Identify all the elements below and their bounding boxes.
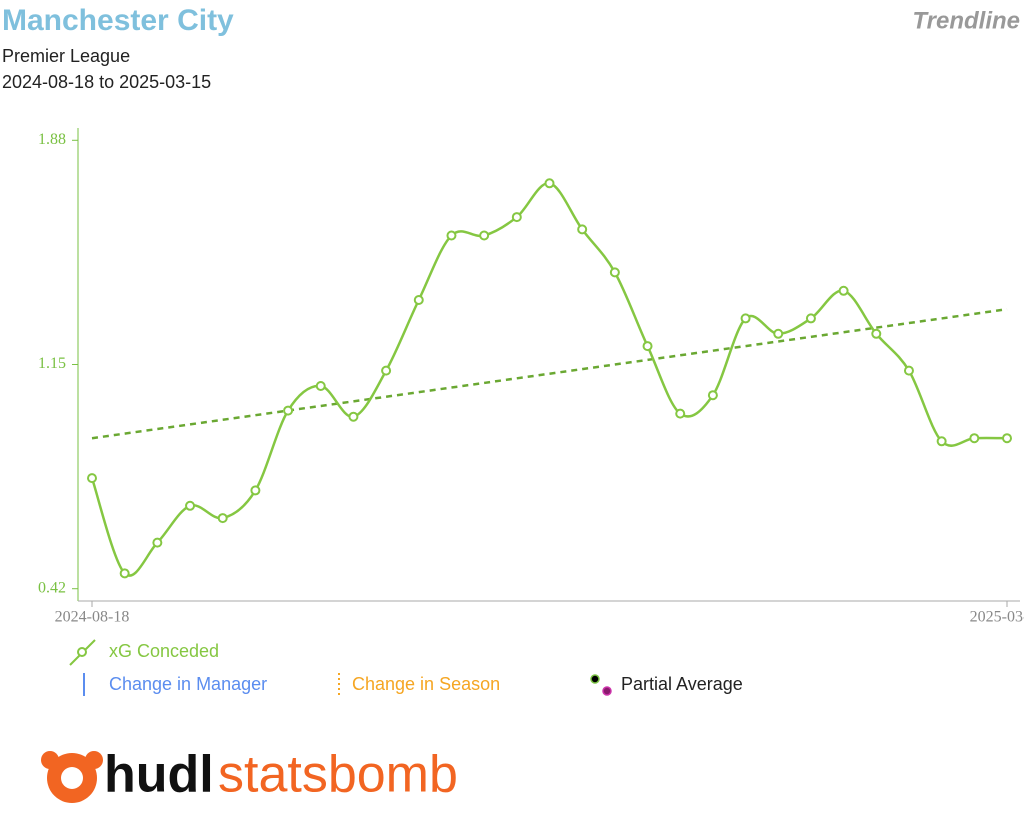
subtitle: Premier League [2, 46, 130, 66]
logo-icon [85, 751, 103, 769]
x-tick-label: 2025-03-15 [970, 609, 1024, 626]
point [805, 313, 816, 324]
point [315, 381, 326, 391]
logo: hudl statsbomb [41, 746, 458, 804]
point [740, 313, 751, 324]
logo-text: hudl [104, 746, 214, 804]
chart-kind: Trendline [912, 7, 1020, 34]
point [250, 485, 261, 496]
legend-label: Change in Season [352, 674, 500, 694]
series-line [90, 182, 1008, 577]
legend-marker [77, 647, 87, 657]
point [609, 267, 620, 278]
trendline [91, 307, 1008, 440]
point [479, 230, 490, 241]
legend-label: Change in Manager [109, 674, 267, 694]
title: Manchester City [2, 4, 234, 37]
point [1002, 433, 1012, 444]
point [446, 230, 457, 241]
logo-icon [41, 751, 59, 769]
point [903, 365, 914, 376]
point [675, 408, 686, 419]
point [185, 500, 196, 511]
point [348, 411, 359, 422]
logo-icon [61, 767, 83, 789]
legend-dot [590, 674, 600, 684]
point [119, 568, 130, 579]
point [283, 405, 294, 416]
legend: xG Conceded Change in Manager Change in … [69, 639, 743, 696]
y-tick-label: 0.42 [38, 579, 66, 596]
y-tick-label: 1.88 [38, 131, 66, 148]
point [544, 178, 555, 189]
y-tick-label: 1.15 [38, 355, 66, 372]
point [969, 433, 980, 444]
point [577, 224, 588, 235]
point [87, 473, 97, 484]
point [152, 537, 163, 548]
x-tick-label: 2024-08-18 [55, 609, 130, 626]
point [642, 341, 653, 352]
legend-label: xG Conceded [109, 641, 219, 661]
date-range: 2024-08-18 to 2025-03-15 [2, 72, 211, 92]
point [413, 295, 424, 305]
point [936, 436, 947, 447]
point [838, 285, 849, 296]
point [871, 328, 882, 339]
logo-text: statsbomb [218, 746, 458, 804]
point [381, 365, 392, 376]
legend-label: Partial Average [621, 674, 743, 694]
point [511, 212, 522, 223]
legend-dot [602, 686, 612, 696]
point [773, 328, 784, 339]
point [707, 390, 718, 401]
point [217, 513, 228, 524]
